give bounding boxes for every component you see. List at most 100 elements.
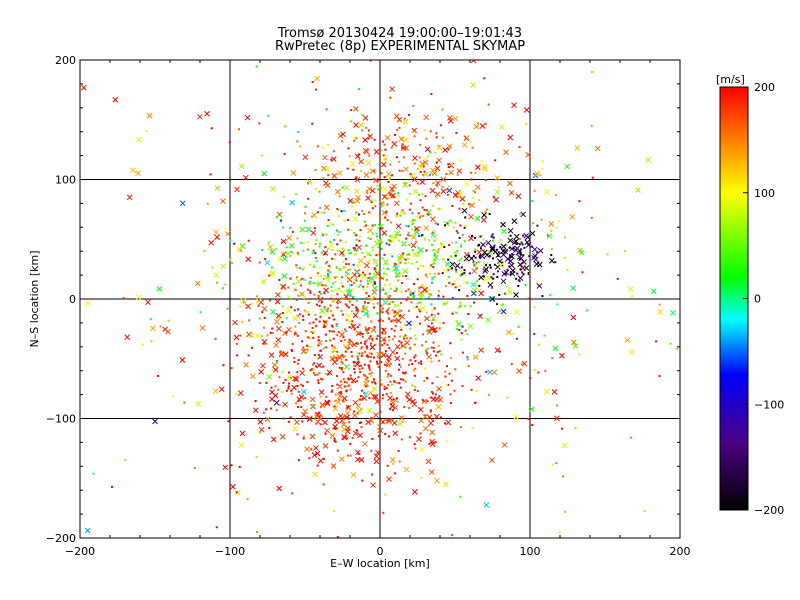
- scatter-point: [389, 96, 392, 99]
- scatter-point: [427, 325, 430, 328]
- scatter-point: [436, 351, 439, 354]
- scatter-cross: [365, 195, 371, 201]
- scatter-point: [448, 281, 451, 284]
- scatter-point: [464, 216, 467, 219]
- scatter-point: [342, 336, 345, 339]
- scatter-point: [432, 350, 435, 353]
- scatter-point: [296, 433, 299, 436]
- scatter-point: [318, 304, 321, 307]
- scatter-point: [341, 247, 344, 250]
- scatter-point: [389, 194, 392, 197]
- scatter-point: [330, 286, 333, 289]
- scatter-point: [464, 329, 467, 332]
- scatter-point: [391, 174, 394, 177]
- scatter-point: [282, 196, 285, 199]
- scatter-point: [322, 326, 325, 329]
- scatter-point: [352, 295, 355, 298]
- scatter-point: [340, 309, 343, 312]
- scatter-point: [343, 355, 346, 358]
- scatter-cross: [436, 385, 442, 392]
- scatter-cross: [396, 116, 403, 123]
- scatter-point: [355, 342, 358, 345]
- scatter-point: [466, 135, 469, 138]
- scatter-point: [361, 335, 364, 338]
- scatter-cross: [431, 170, 438, 177]
- scatter-point: [381, 397, 384, 400]
- scatter-point: [299, 267, 302, 270]
- scatter-point: [318, 372, 321, 375]
- scatter-point: [616, 277, 619, 280]
- scatter-cross: [472, 354, 479, 360]
- scatter-point: [379, 318, 382, 321]
- scatter-point: [424, 414, 427, 417]
- scatter-cross: [357, 432, 363, 439]
- scatter-point: [378, 363, 381, 366]
- scatter-cross: [340, 421, 347, 428]
- scatter-cross: [194, 280, 201, 287]
- scatter-point: [276, 361, 279, 364]
- scatter-point: [334, 288, 337, 291]
- scatter-point: [421, 294, 424, 297]
- scatter-point: [323, 253, 326, 256]
- scatter-cross: [318, 389, 325, 396]
- scatter-point: [414, 367, 417, 370]
- scatter-point: [348, 299, 351, 302]
- scatter-point: [328, 276, 331, 279]
- scatter-cross: [332, 423, 338, 430]
- scatter-point: [326, 247, 329, 250]
- scatter-point: [437, 312, 440, 315]
- scatter-point: [381, 311, 384, 314]
- scatter-point: [519, 237, 522, 240]
- scatter-point: [366, 280, 369, 283]
- scatter-point: [336, 449, 339, 452]
- scatter-point: [461, 325, 464, 328]
- scatter-point: [469, 203, 472, 206]
- scatter-point: [210, 127, 213, 130]
- scatter-point: [368, 259, 371, 262]
- scatter-point: [302, 242, 305, 245]
- scatter-cross: [372, 273, 379, 280]
- scatter-point: [510, 363, 513, 366]
- scatter-point: [336, 293, 339, 296]
- scatter-cross: [305, 226, 312, 233]
- scatter-point: [318, 242, 321, 245]
- scatter-point: [454, 254, 457, 257]
- scatter-point: [361, 479, 364, 482]
- scatter-point: [355, 380, 358, 383]
- scatter-point: [409, 347, 412, 350]
- scatter-point: [629, 436, 632, 439]
- scatter-point: [424, 273, 427, 276]
- scatter-point: [321, 378, 324, 381]
- scatter-point: [261, 249, 264, 252]
- scatter-point: [359, 398, 362, 401]
- scatter-cross: [434, 191, 441, 198]
- scatter-cross: [384, 134, 391, 141]
- scatter-cross: [302, 408, 309, 415]
- scatter-point: [317, 344, 320, 347]
- scatter-point: [506, 268, 509, 271]
- scatter-point: [370, 371, 373, 374]
- scatter-point: [368, 337, 371, 340]
- scatter-point: [368, 368, 371, 371]
- scatter-point: [395, 346, 398, 349]
- scatter-cross: [354, 153, 361, 160]
- scatter-point: [419, 264, 422, 267]
- scatter-point: [157, 374, 160, 377]
- scatter-point: [263, 342, 266, 345]
- scatter-cross: [199, 325, 206, 331]
- scatter-point: [466, 294, 469, 297]
- scatter-cross: [468, 214, 474, 220]
- scatter-cross: [500, 221, 506, 228]
- scatter-cross: [404, 339, 410, 346]
- scatter-point: [319, 292, 322, 295]
- scatter-cross: [362, 440, 368, 447]
- scatter-point: [281, 321, 284, 324]
- scatter-point: [480, 159, 483, 162]
- scatter-point: [451, 241, 454, 244]
- scatter-point: [505, 244, 508, 247]
- scatter-cross: [270, 309, 276, 315]
- scatter-point: [377, 356, 380, 359]
- scatter-cross: [322, 249, 329, 256]
- scatter-point: [313, 330, 316, 333]
- scatter-cross: [274, 318, 280, 325]
